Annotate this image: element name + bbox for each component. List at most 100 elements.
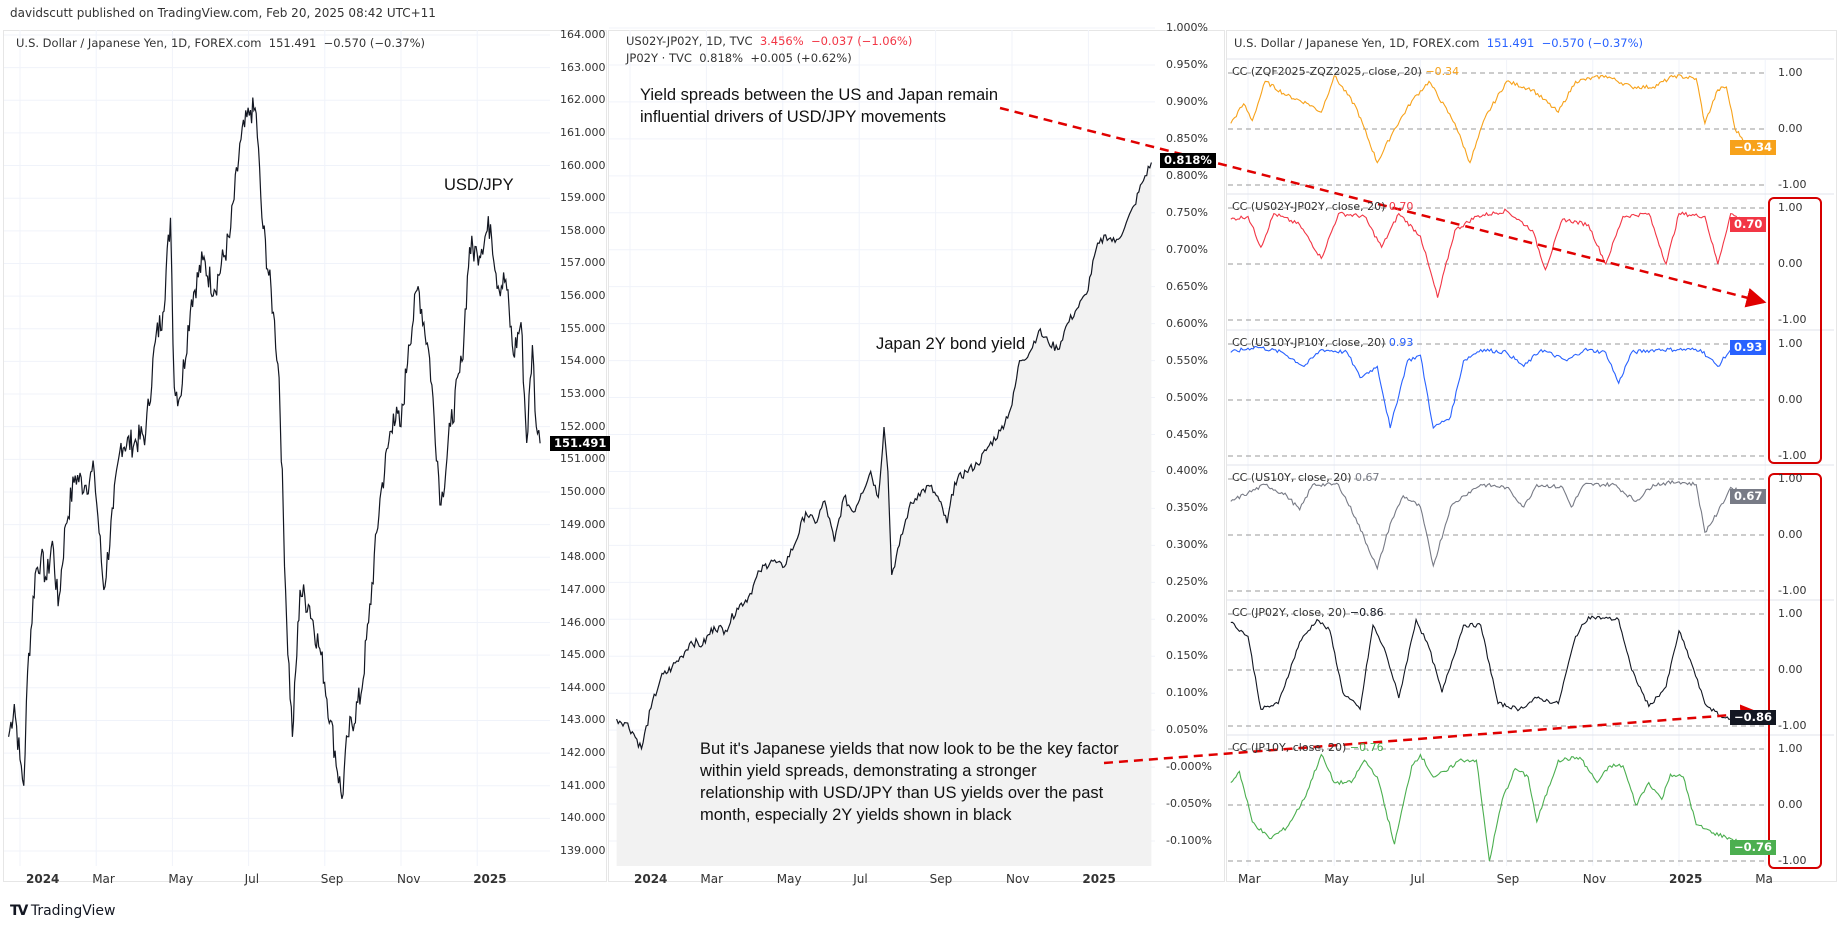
x-tick-label: Nov [1006, 872, 1030, 886]
cc-legend-label: CC (US10Y, close, 20) 0.67 [1232, 471, 1380, 484]
y-tick-label: 160.000 [560, 158, 606, 172]
y-tick-label: -1.00 [1778, 854, 1807, 867]
x-tick-label: Sep [929, 872, 953, 886]
y-tick-label: -0.050% [1166, 797, 1212, 811]
y-tick-label: 0.150% [1166, 649, 1208, 663]
right-legend: U.S. Dollar / Japanese Yen, 1D, FOREX.co… [1234, 36, 1643, 50]
x-tick-label: May [168, 872, 194, 886]
cc-legend-label: CC (US10Y-JP10Y, close, 20) 0.93 [1232, 336, 1414, 349]
x-tick-label: Jul [244, 872, 260, 886]
y-tick-label: 0.00 [1778, 393, 1803, 406]
tradingview-logo-icon: TV [10, 903, 28, 919]
left-symbol: U.S. Dollar / Japanese Yen, 1D, FOREX.co… [16, 36, 262, 50]
x-tick-label: Sep [1496, 872, 1520, 886]
yield-spread-annotation: Yield spreads between the US and Japan r… [640, 86, 999, 126]
y-tick-label: 158.000 [560, 223, 606, 237]
y-tick-label: 1.00 [1778, 607, 1803, 620]
correlation-line [1230, 479, 1751, 571]
y-tick-label: 0.750% [1166, 205, 1208, 219]
y-tick-label: 149.000 [560, 517, 606, 531]
y-tick-label: 0.850% [1166, 131, 1208, 145]
y-tick-label: -0.100% [1166, 834, 1212, 847]
y-tick-label: 164.000 [560, 28, 606, 41]
y-tick-label: 0.300% [1166, 538, 1208, 552]
correlation-line [1230, 74, 1751, 164]
y-tick-label: -0.000% [1166, 760, 1212, 774]
x-tick-label: 2025 [1669, 872, 1703, 886]
x-tick-label: Nov [1582, 872, 1607, 886]
y-tick-label: 163.000 [560, 60, 606, 74]
y-tick-label: 0.400% [1166, 464, 1208, 478]
y-tick-label: 1.00 [1778, 472, 1803, 485]
y-tick-label: -1.00 [1778, 449, 1807, 462]
y-tick-label: 0.700% [1166, 242, 1208, 256]
cc-legend-label: CC (JP02Y, close, 20) −0.86 [1232, 606, 1384, 619]
x-tick-label: 2024 [26, 872, 60, 886]
correlation-line [1230, 208, 1751, 298]
right-change: −0.570 (−0.37%) [1541, 36, 1644, 50]
y-tick-label: 150.000 [560, 484, 606, 498]
highlight-box-outright [1768, 473, 1822, 869]
y-tick-label: 159.000 [560, 191, 606, 205]
y-tick-label: -1.00 [1778, 313, 1807, 326]
left-last: 151.491 [268, 36, 317, 50]
y-tick-label: 0.600% [1166, 316, 1208, 330]
correlation-line [1230, 753, 1751, 862]
cc-legend-value: 0.70 [1388, 200, 1414, 213]
y-tick-label: -1.00 [1778, 719, 1807, 732]
left-change: −0.570 (−0.37%) [323, 36, 426, 50]
x-tick-label: Jul [853, 872, 868, 886]
y-tick-label: 0.00 [1778, 528, 1803, 541]
cc-value-tag: −0.34 [1730, 140, 1777, 156]
middle-legend-2: JP02Y · TVC 0.818% +0.005 (+0.62%) [626, 51, 852, 65]
y-tick-label: 146.000 [560, 615, 606, 629]
highlight-box-spreads [1768, 197, 1822, 464]
cc-legend-label: CC (JP10Y, close, 20) −0.76 [1232, 741, 1384, 754]
y-tick-label: 0.00 [1778, 798, 1803, 811]
middle-legend-1: US02Y-JP02Y, 1D, TVC 3.456% −0.037 (−1.0… [626, 34, 912, 48]
y-tick-label: 0.250% [1166, 575, 1208, 589]
y-tick-label: 151.000 [560, 452, 606, 466]
tradingview-logo[interactable]: TV TradingView [10, 903, 115, 919]
publisher-line: davidscutt published on TradingView.com,… [10, 6, 436, 20]
y-tick-label: 0.950% [1166, 57, 1208, 71]
y-tick-label: 0.00 [1778, 122, 1803, 135]
y-tick-label: 145.000 [560, 648, 606, 662]
usdjpy-annotation: USD/JPY [444, 176, 514, 194]
annotation-arrow-spreads [999, 106, 1767, 308]
jp02y-value: 0.818% [699, 51, 744, 65]
y-tick-label: 144.000 [560, 680, 606, 694]
y-tick-label: 1.00 [1778, 66, 1803, 79]
y-tick-label: 148.000 [560, 550, 606, 564]
x-tick-label: 2024 [634, 872, 668, 886]
cc-legend-label: CC (US02Y-JP02Y, close, 20) 0.70 [1232, 200, 1414, 213]
left-legend: U.S. Dollar / Japanese Yen, 1D, FOREX.co… [16, 36, 425, 50]
y-tick-label: 0.500% [1166, 390, 1208, 404]
right-last: 151.491 [1486, 36, 1535, 50]
y-tick-label: 141.000 [560, 778, 606, 792]
x-tick-label: Jul [1410, 872, 1425, 886]
x-tick-label: May [776, 872, 802, 886]
y-tick-label: 0.450% [1166, 427, 1208, 441]
y-tick-label: 0.200% [1166, 612, 1208, 626]
jp02y-line [616, 162, 1152, 751]
x-tick-label: Mar [700, 872, 724, 886]
y-tick-label: 1.00 [1778, 742, 1803, 755]
japanese-yields-annotation: But it's Japanese yields that now look t… [700, 740, 1119, 824]
y-tick-label: 0.00 [1778, 663, 1803, 676]
cc-legend-value: −0.34 [1425, 65, 1460, 78]
y-tick-label: -1.00 [1778, 178, 1807, 191]
correlation-line [1230, 615, 1751, 721]
spread-change: −0.037 (−1.06%) [810, 34, 913, 48]
cc-legend-value: 0.67 [1355, 471, 1380, 484]
y-tick-label: 1.00 [1778, 337, 1803, 350]
jp02y-area-fill [616, 162, 1152, 866]
usdjpy-panel[interactable] [3, 30, 607, 882]
y-tick-label: 0.650% [1166, 279, 1208, 293]
cc-value-tag: 0.67 [1730, 489, 1767, 505]
cc-value-tag: −0.76 [1730, 839, 1777, 855]
y-tick-label: 0.350% [1166, 501, 1208, 515]
y-tick-label: -1.00 [1778, 584, 1807, 597]
y-tick-label: 157.000 [560, 256, 606, 270]
jp02y-change: +0.005 (+0.62%) [750, 51, 852, 65]
